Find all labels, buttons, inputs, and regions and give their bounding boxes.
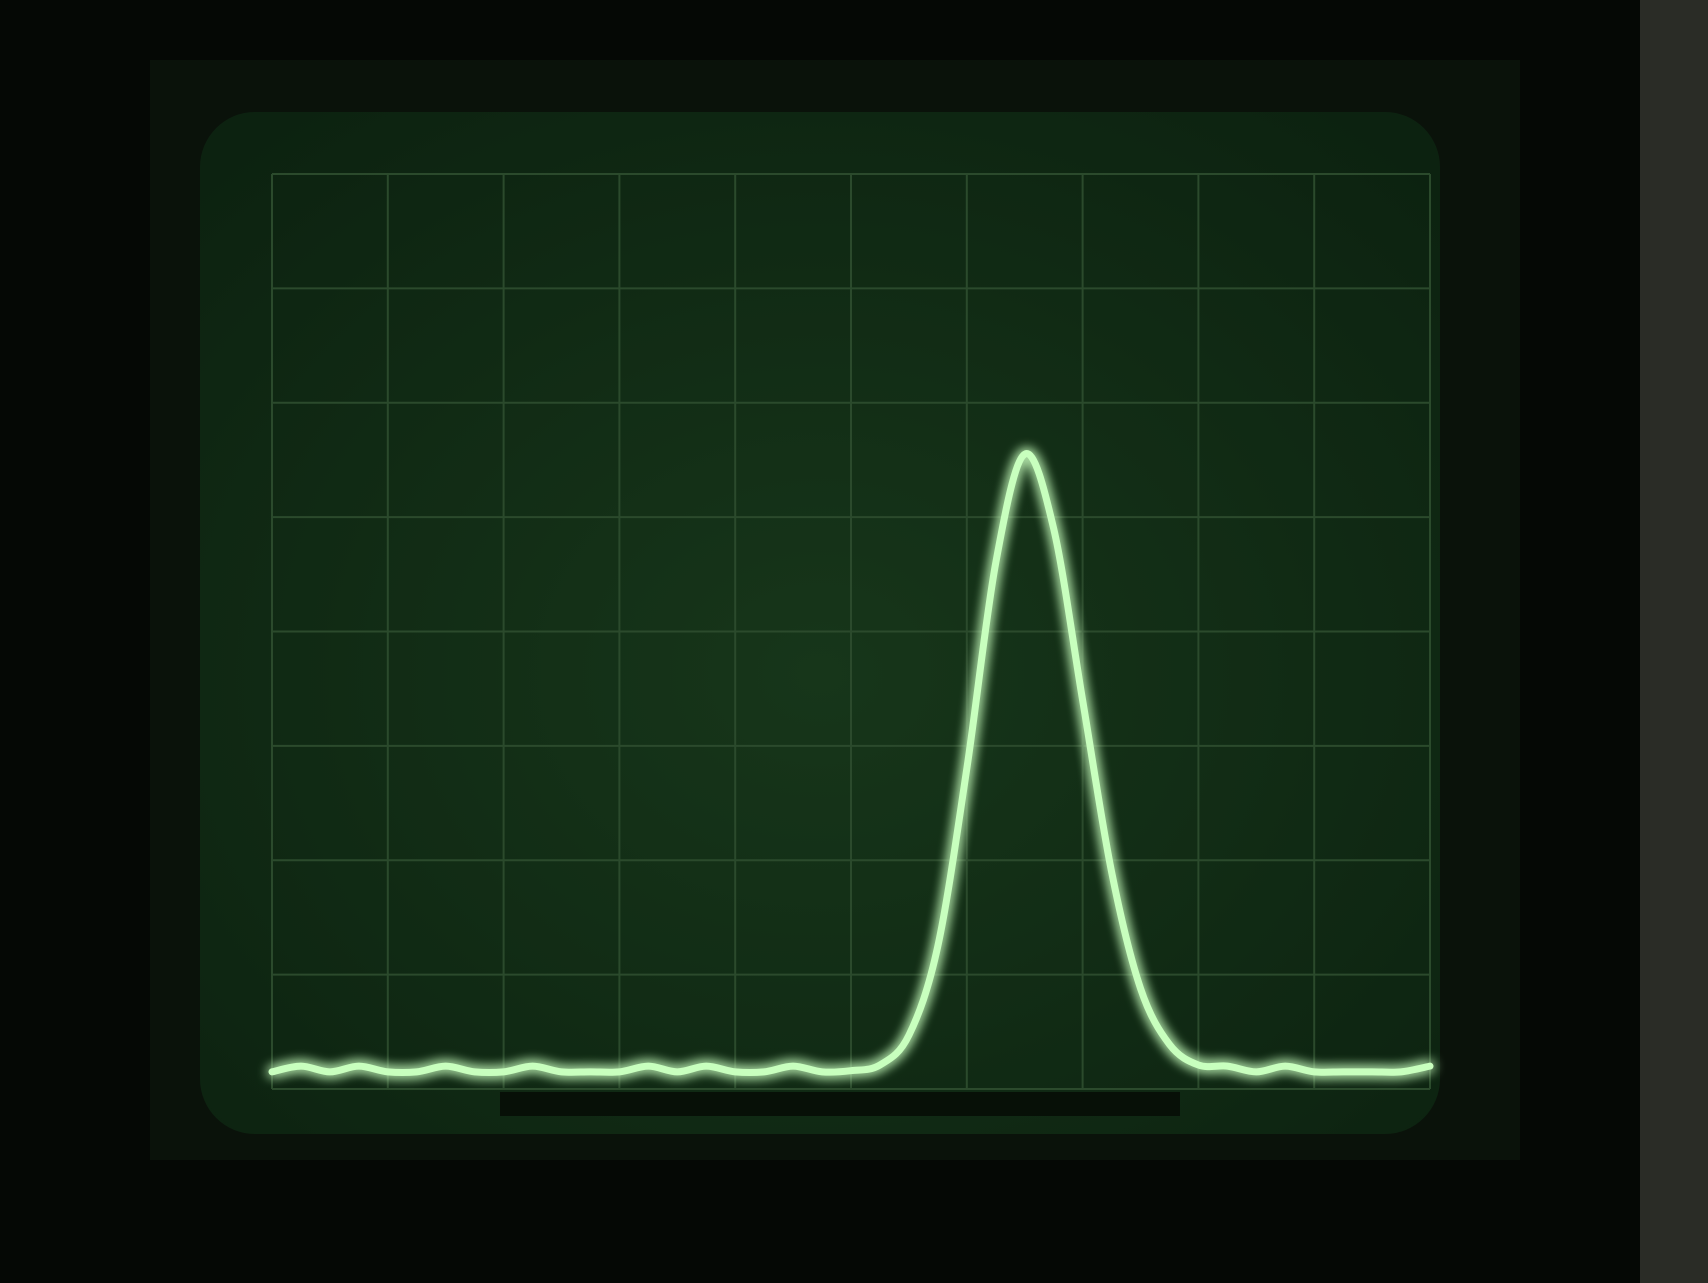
side-panel <box>1640 0 1708 1283</box>
trace-group <box>268 450 1434 1077</box>
graticule <box>271 173 1431 1090</box>
screen <box>200 112 1440 1134</box>
trace-line <box>268 450 1434 1077</box>
screen-shadow <box>500 1092 1180 1116</box>
